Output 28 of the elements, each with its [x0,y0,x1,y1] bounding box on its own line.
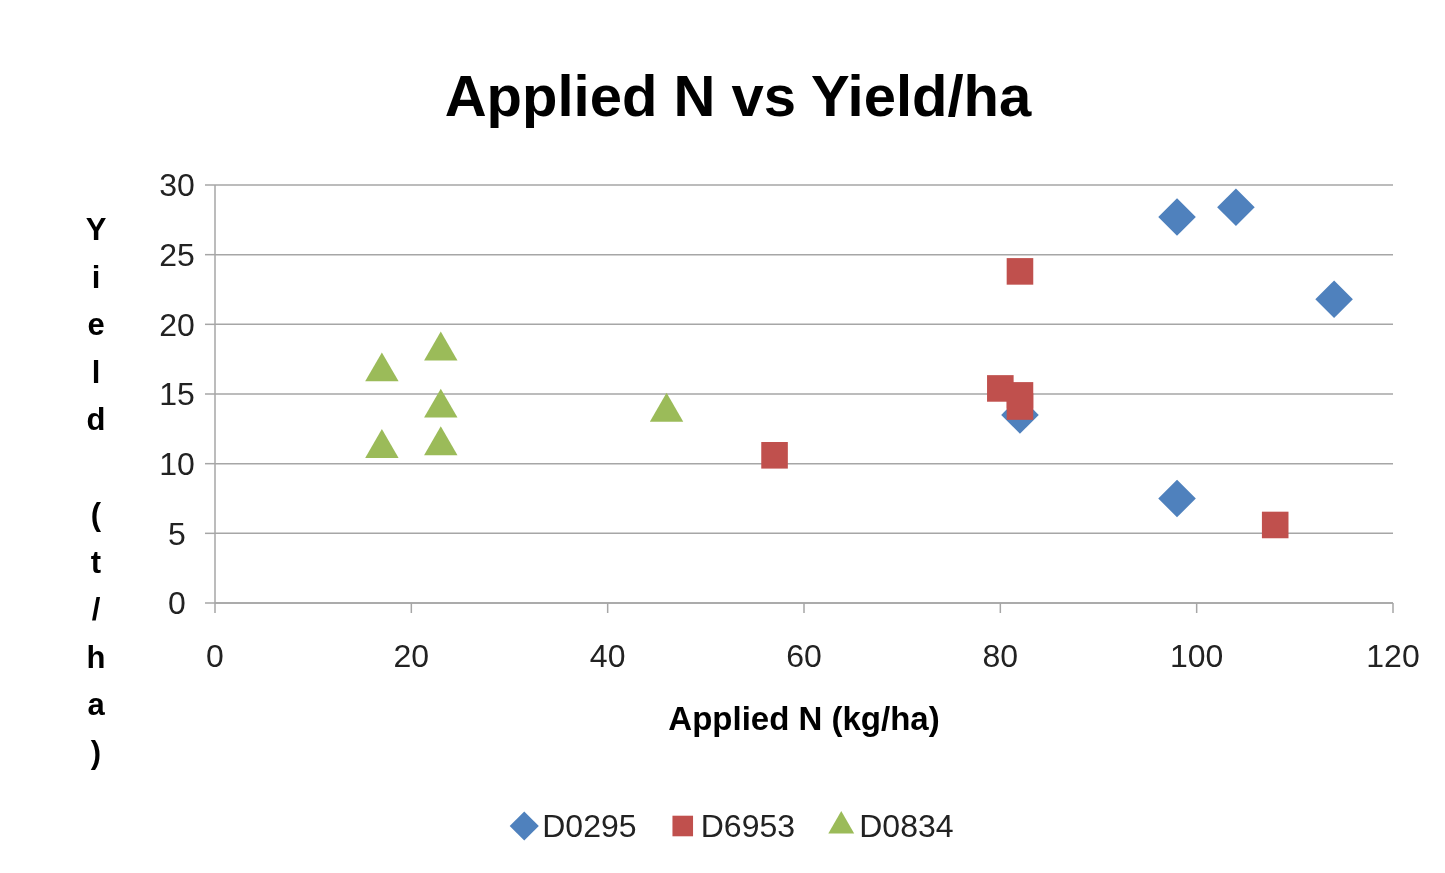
point [1006,258,1034,285]
chart-title: Applied N vs Yield/ha [444,63,1033,128]
x-tick-label: 60 [786,638,822,674]
point [1217,188,1255,227]
text: Yield (t/ha) [85,212,107,770]
y-tick-label: 5 [168,515,186,552]
y-tick-label: 20 [159,306,195,343]
x-tick-label: 120 [1366,638,1420,674]
legend-label: D0834 [859,808,954,845]
x-tick-label: 80 [982,638,1019,674]
y-tick-label: 10 [159,445,195,482]
point [761,442,788,469]
legend-label: D0295 [542,808,637,845]
y-tick-label: 30 [159,167,195,204]
point [1261,511,1289,539]
x-tick-label: 0 [206,638,224,674]
x-tick-label: 100 [1169,638,1224,674]
point [1158,198,1196,236]
legend-label: D6953 [700,808,796,845]
y-tick-label: 0 [168,585,186,622]
y-tick-label: 25 [159,236,195,273]
x-axis-title: Applied N (kg/ha) [668,700,940,737]
x-tick-label: 40 [589,638,626,674]
point [1006,393,1034,420]
point [1315,280,1353,319]
x-tick-label: 20 [393,638,430,674]
point [1158,479,1196,518]
y-tick-label: 15 [159,376,195,413]
